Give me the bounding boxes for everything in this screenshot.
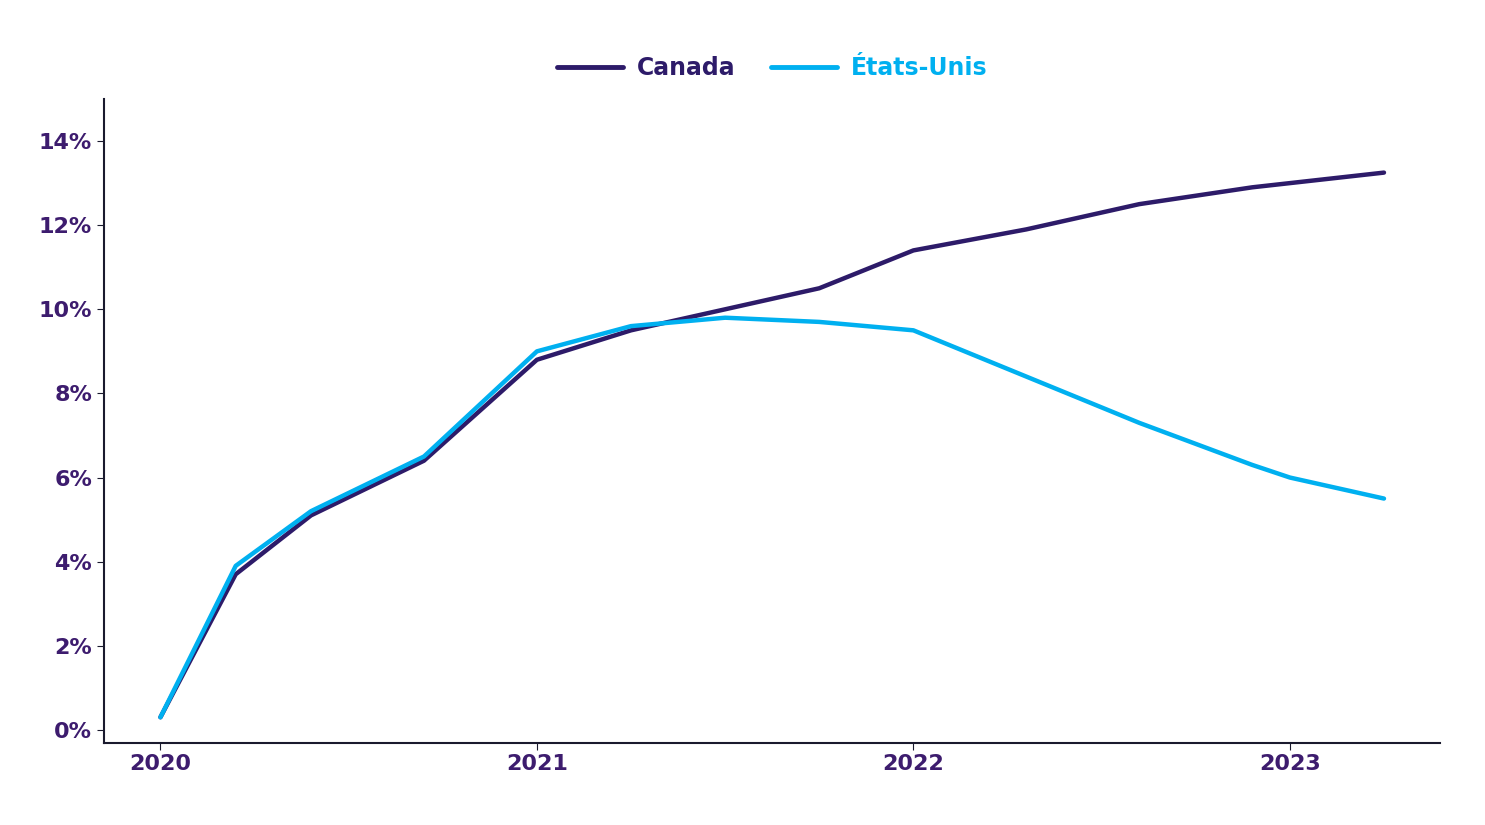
Line: États-Unis: États-Unis	[160, 318, 1384, 717]
Canada	[622, 325, 640, 335]
Canada	[1282, 178, 1299, 188]
Canada	[1130, 199, 1148, 209]
États-Unis	[622, 321, 640, 331]
États-Unis	[1130, 418, 1148, 428]
États-Unis	[151, 712, 169, 722]
Canada	[1017, 224, 1035, 234]
Canada	[1243, 182, 1261, 192]
Canada	[301, 511, 319, 521]
États-Unis	[1282, 473, 1299, 483]
Canada	[904, 246, 922, 256]
États-Unis	[904, 325, 922, 335]
États-Unis	[414, 451, 432, 461]
États-Unis	[227, 561, 245, 571]
Canada	[227, 569, 245, 579]
États-Unis	[301, 507, 319, 516]
États-Unis	[811, 317, 829, 327]
Canada	[151, 712, 169, 722]
Canada	[529, 355, 546, 365]
Legend: Canada, États-Unis: Canada, États-Unis	[546, 46, 998, 89]
Canada	[1375, 167, 1393, 177]
États-Unis	[1375, 493, 1393, 503]
États-Unis	[529, 346, 546, 356]
États-Unis	[1243, 460, 1261, 470]
Canada	[414, 455, 432, 465]
Canada	[811, 283, 829, 293]
États-Unis	[1017, 371, 1035, 381]
Line: Canada: Canada	[160, 172, 1384, 717]
Canada	[716, 304, 734, 314]
États-Unis	[716, 313, 734, 323]
